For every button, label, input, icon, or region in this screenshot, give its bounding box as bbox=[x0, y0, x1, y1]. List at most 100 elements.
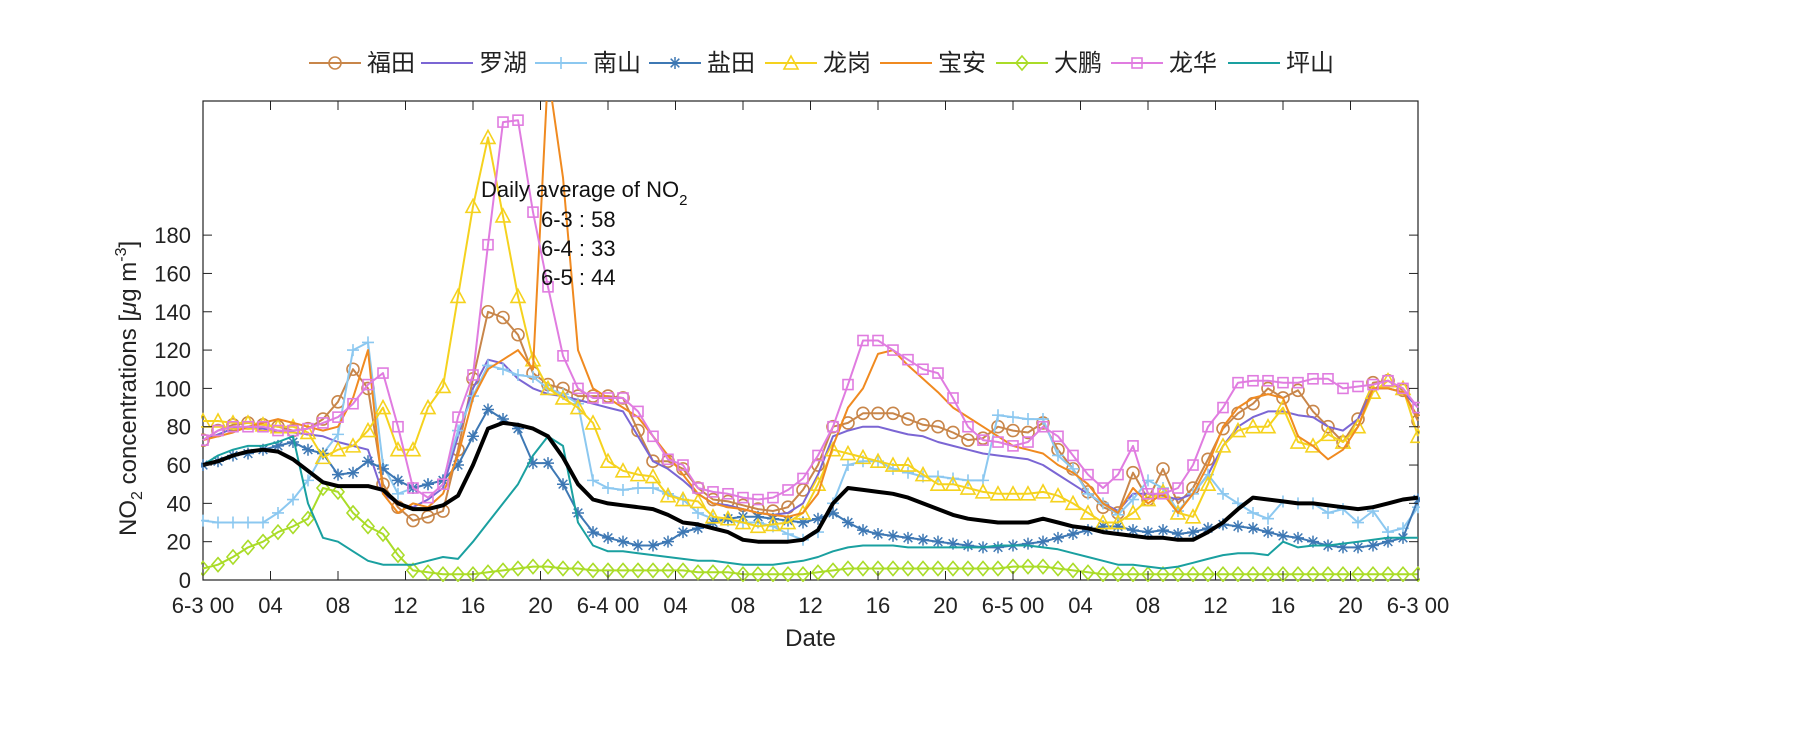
data-point bbox=[915, 560, 931, 577]
y-tick-label: 120 bbox=[154, 338, 191, 363]
data-point bbox=[452, 411, 464, 423]
x-tick-label: 04 bbox=[1068, 593, 1092, 618]
data-point bbox=[719, 510, 737, 526]
legend-marker bbox=[1014, 54, 1030, 72]
data-point bbox=[1352, 516, 1364, 529]
data-point bbox=[827, 420, 839, 433]
data-point bbox=[659, 487, 677, 503]
data-point bbox=[1277, 529, 1289, 542]
data-point bbox=[300, 510, 316, 527]
data-point bbox=[1262, 374, 1274, 387]
x-tick-label: 12 bbox=[393, 593, 417, 618]
data-point bbox=[270, 523, 286, 541]
data-point bbox=[374, 398, 392, 415]
data-point bbox=[407, 482, 419, 494]
data-point bbox=[1232, 376, 1244, 389]
data-point bbox=[1142, 526, 1154, 539]
data-point bbox=[242, 516, 254, 529]
data-point bbox=[900, 560, 916, 577]
data-point bbox=[525, 558, 541, 575]
data-point bbox=[690, 564, 706, 581]
x-tick-label: 20 bbox=[933, 593, 957, 618]
data-point bbox=[1397, 382, 1409, 395]
legend-marker bbox=[782, 54, 800, 70]
data-point bbox=[992, 436, 1004, 448]
data-point bbox=[347, 397, 359, 410]
data-point bbox=[1259, 418, 1277, 434]
data-point bbox=[512, 114, 524, 126]
data-point bbox=[1305, 566, 1321, 582]
legend-label: 罗湖 bbox=[479, 49, 527, 77]
data-point bbox=[944, 475, 962, 492]
annotation-title-main: Daily average of NO bbox=[481, 177, 679, 202]
data-point bbox=[930, 560, 946, 577]
data-point bbox=[510, 560, 526, 577]
legend-item: 坪山 bbox=[1228, 49, 1334, 77]
x-tick-label: 08 bbox=[731, 593, 755, 618]
data-point bbox=[1349, 418, 1367, 434]
y-tick-label: 60 bbox=[167, 453, 191, 478]
data-point bbox=[287, 436, 299, 449]
data-point bbox=[225, 548, 241, 566]
data-point bbox=[1127, 440, 1139, 452]
data-point bbox=[1021, 425, 1035, 440]
data-point bbox=[1379, 372, 1397, 388]
data-point bbox=[212, 424, 224, 437]
legend-item: 宝安 bbox=[880, 49, 986, 77]
data-point bbox=[240, 539, 256, 556]
data-point bbox=[494, 207, 512, 223]
daily-average-annotation: Daily average of NO2 6-3 : 58 6-4 : 33 6… bbox=[481, 177, 687, 290]
y-tick-label: 80 bbox=[167, 415, 191, 440]
legend-item: 龙华 bbox=[1111, 49, 1217, 77]
data-point bbox=[227, 420, 239, 433]
data-point bbox=[212, 516, 224, 529]
data-point bbox=[976, 431, 990, 446]
data-point bbox=[1350, 566, 1366, 582]
data-point bbox=[1052, 449, 1064, 462]
data-point bbox=[1094, 513, 1112, 530]
data-point bbox=[1307, 373, 1319, 385]
data-point bbox=[662, 535, 674, 548]
y-axis-label-no: NO bbox=[115, 500, 142, 536]
data-point bbox=[201, 434, 209, 446]
data-point bbox=[602, 392, 614, 404]
data-point bbox=[692, 506, 704, 519]
data-point bbox=[1289, 433, 1307, 449]
data-point bbox=[914, 465, 932, 482]
data-point bbox=[779, 513, 797, 530]
data-point bbox=[201, 514, 209, 527]
legend-item: 龙岗 bbox=[765, 49, 871, 77]
y-axis-label-exp: -3 bbox=[113, 247, 130, 261]
data-point bbox=[932, 535, 944, 548]
data-point bbox=[1022, 436, 1034, 448]
data-point bbox=[692, 482, 704, 494]
data-point bbox=[931, 419, 945, 434]
series-layer bbox=[201, 101, 1420, 582]
data-point bbox=[947, 537, 959, 550]
data-point bbox=[1065, 562, 1081, 579]
data-point bbox=[1169, 504, 1187, 520]
data-point bbox=[1170, 566, 1186, 582]
data-point bbox=[359, 421, 377, 438]
data-point bbox=[961, 433, 975, 447]
data-point bbox=[737, 491, 749, 504]
data-point bbox=[481, 304, 495, 319]
data-point bbox=[780, 566, 796, 582]
x-tick-label: 6-5 00 bbox=[982, 593, 1044, 618]
data-point bbox=[1409, 427, 1420, 444]
data-point bbox=[362, 455, 374, 468]
data-point bbox=[482, 403, 494, 416]
data-point bbox=[929, 475, 947, 492]
y-tick-label: 20 bbox=[167, 530, 191, 555]
data-point bbox=[497, 363, 509, 376]
data-point bbox=[1365, 566, 1381, 582]
y-axis-label-close: ] bbox=[115, 241, 142, 248]
data-point bbox=[332, 428, 344, 441]
data-point bbox=[1275, 566, 1291, 582]
data-point bbox=[1052, 430, 1064, 443]
x-tick-label: 6-3 00 bbox=[1387, 593, 1449, 618]
y-axis-label-unit: g m bbox=[115, 262, 142, 302]
data-point bbox=[1230, 566, 1246, 582]
data-point bbox=[587, 474, 599, 487]
